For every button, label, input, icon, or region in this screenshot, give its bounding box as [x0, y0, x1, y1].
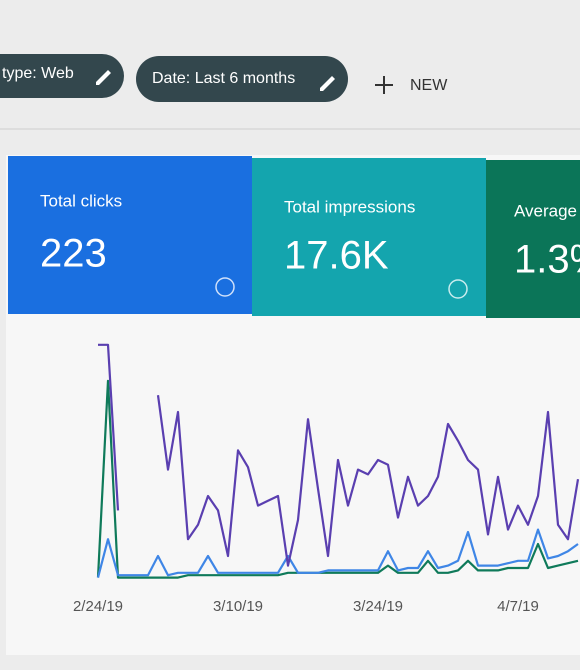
metric-card[interactable]	[252, 158, 486, 316]
new-button[interactable]: NEW	[410, 77, 448, 94]
chip-text: type: Web	[2, 65, 74, 82]
x-tick-label: 3/10/19	[213, 598, 263, 615]
data-line	[96, 528, 579, 578]
metric-value: 17.6K	[284, 234, 389, 278]
chart: 2/24/19 3/10/19 3/24/19 4/7/19	[73, 343, 580, 615]
metric-card[interactable]	[486, 160, 580, 318]
metric-label: Total impressions	[284, 197, 415, 216]
metric-card[interactable]	[8, 156, 252, 314]
edit-icon	[320, 76, 335, 91]
metric-value: 223	[40, 232, 107, 276]
metric-value: 1.3%	[514, 238, 580, 282]
chip-text: Date: Last 6 months	[152, 70, 295, 87]
edit-icon	[96, 70, 111, 85]
x-tick-label: 3/24/19	[353, 598, 403, 615]
filter-chip[interactable]	[136, 56, 348, 102]
plus-icon	[375, 76, 393, 94]
divider	[0, 128, 580, 130]
data-line	[96, 379, 579, 579]
x-tick-label: 2/24/19	[73, 598, 123, 615]
help-icon[interactable]	[448, 279, 468, 299]
help-icon[interactable]	[215, 277, 235, 297]
data-line	[98, 343, 580, 567]
metric-label: Total clicks	[40, 191, 122, 210]
filter-chip[interactable]	[0, 54, 124, 98]
x-tick-label: 4/7/19	[497, 598, 539, 615]
metric-label: Average CTR	[514, 201, 580, 220]
